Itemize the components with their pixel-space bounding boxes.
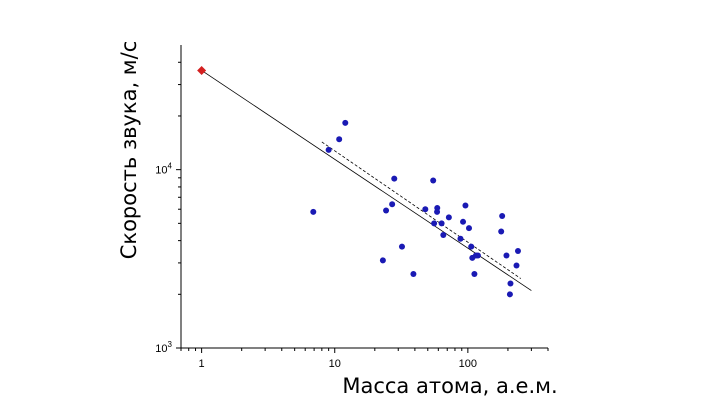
x-tick-label: 100 (459, 358, 477, 370)
data-point (466, 225, 473, 232)
y-tick-label: 103 (155, 340, 172, 355)
data-point (507, 280, 514, 287)
data-point (379, 257, 386, 264)
data-point (389, 201, 396, 208)
data-point (471, 270, 478, 277)
data-point (422, 206, 429, 213)
data-point (514, 247, 521, 254)
data-point (325, 146, 332, 153)
highlight-point (197, 65, 207, 75)
data-point (342, 119, 349, 126)
data-point (430, 177, 437, 184)
data-points (197, 65, 521, 298)
data-point (336, 136, 343, 143)
data-point (383, 207, 390, 214)
data-point (513, 262, 520, 269)
data-point (462, 202, 469, 209)
data-point (440, 232, 447, 239)
data-point (468, 243, 475, 250)
fit-lines (201, 70, 532, 291)
data-point (498, 228, 505, 235)
data-point (445, 214, 452, 221)
data-point (506, 291, 513, 298)
data-point (431, 220, 438, 227)
x-axis-title: Масса атома, а.е.м. (342, 374, 557, 398)
data-point (499, 212, 506, 219)
data-point (460, 218, 467, 225)
data-point (310, 208, 317, 215)
axis-ticks: 1 10 100 103 104 (155, 61, 549, 370)
data-point (434, 204, 441, 211)
fit-line-dashed (321, 141, 522, 279)
data-point (457, 235, 464, 242)
data-point (474, 252, 481, 259)
fit-line-solid (201, 70, 532, 291)
y-axis-title: Скорость звука, м/с (117, 41, 141, 260)
data-point (438, 220, 445, 227)
x-tick-label: 10 (329, 358, 341, 370)
data-point (503, 252, 510, 259)
data-point (391, 175, 398, 182)
y-tick-label: 104 (155, 162, 172, 177)
data-point (398, 243, 405, 250)
x-tick-label: 1 (199, 358, 205, 370)
axes (180, 45, 548, 349)
data-point (410, 270, 417, 277)
